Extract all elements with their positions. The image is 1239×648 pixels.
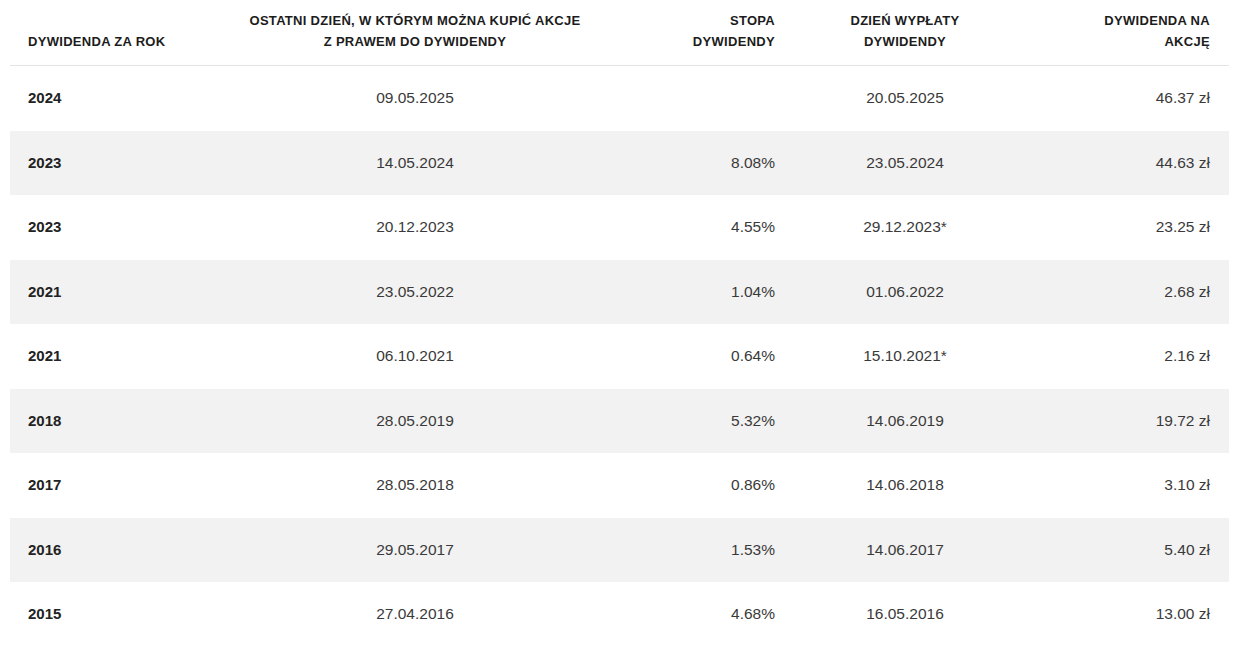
cell-payout-date: 20.05.2025 <box>800 88 1010 108</box>
cell-last-buy-date: 20.12.2023 <box>190 217 640 237</box>
cell-dividend-per-share: 2.68 zł <box>1010 282 1229 302</box>
table-row: 2024 09.05.2025 20.05.2025 46.37 zł <box>10 66 1229 131</box>
column-header-payout-date: DZIEŃ WYPŁATY DYWIDENDY <box>800 10 1010 65</box>
cell-last-buy-date: 28.05.2019 <box>190 411 640 431</box>
cell-year: 2016 <box>10 540 190 560</box>
column-header-last-buy-date: OSTATNI DZIEŃ, W KTÓRYM MOŻNA KUPIĆ AKCJ… <box>190 10 640 65</box>
cell-dividend-per-share: 44.63 zł <box>1010 153 1229 173</box>
table-row: 2023 20.12.2023 4.55% 29.12.2023* 23.25 … <box>10 195 1229 260</box>
cell-dividend-per-share: 3.10 zł <box>1010 475 1229 495</box>
cell-dividend-per-share: 23.25 zł <box>1010 217 1229 237</box>
table-row: 2021 06.10.2021 0.64% 15.10.2021* 2.16 z… <box>10 324 1229 389</box>
cell-dividend-yield: 1.04% <box>640 282 800 302</box>
cell-payout-date: 29.12.2023* <box>800 217 1010 237</box>
cell-payout-date: 15.10.2021* <box>800 346 1010 366</box>
cell-payout-date: 16.05.2016 <box>800 604 1010 624</box>
dividends-table: DYWIDENDA ZA ROK OSTATNI DZIEŃ, W KTÓRYM… <box>10 0 1229 647</box>
cell-last-buy-date: 06.10.2021 <box>190 346 640 366</box>
cell-dividend-yield: 5.32% <box>640 411 800 431</box>
cell-payout-date: 23.05.2024 <box>800 153 1010 173</box>
cell-dividend-yield: 0.86% <box>640 475 800 495</box>
cell-dividend-yield: 0.64% <box>640 346 800 366</box>
table-row: 2015 27.04.2016 4.68% 16.05.2016 13.00 z… <box>10 582 1229 647</box>
cell-dividend-yield: 4.55% <box>640 217 800 237</box>
cell-year: 2017 <box>10 475 190 495</box>
cell-dividend-per-share: 5.40 zł <box>1010 540 1229 560</box>
cell-year: 2018 <box>10 411 190 431</box>
cell-year: 2023 <box>10 217 190 237</box>
cell-payout-date: 14.06.2018 <box>800 475 1010 495</box>
table-row: 2021 23.05.2022 1.04% 01.06.2022 2.68 zł <box>10 260 1229 325</box>
column-header-dividend-year: DYWIDENDA ZA ROK <box>10 31 190 65</box>
cell-last-buy-date: 23.05.2022 <box>190 282 640 302</box>
cell-year: 2015 <box>10 604 190 624</box>
table-row: 2016 29.05.2017 1.53% 14.06.2017 5.40 zł <box>10 518 1229 583</box>
cell-year: 2021 <box>10 346 190 366</box>
cell-year: 2024 <box>10 88 190 108</box>
table-row: 2018 28.05.2019 5.32% 14.06.2019 19.72 z… <box>10 389 1229 454</box>
cell-last-buy-date: 29.05.2017 <box>190 540 640 560</box>
cell-dividend-yield: 1.53% <box>640 540 800 560</box>
table-header-row: DYWIDENDA ZA ROK OSTATNI DZIEŃ, W KTÓRYM… <box>10 0 1229 66</box>
cell-year: 2023 <box>10 153 190 173</box>
cell-dividend-yield: 8.08% <box>640 153 800 173</box>
cell-dividend-per-share: 13.00 zł <box>1010 604 1229 624</box>
dividends-page: DYWIDENDA ZA ROK OSTATNI DZIEŃ, W KTÓRYM… <box>0 0 1239 648</box>
table-row: 2023 14.05.2024 8.08% 23.05.2024 44.63 z… <box>10 131 1229 196</box>
cell-last-buy-date: 28.05.2018 <box>190 475 640 495</box>
table-row: 2017 28.05.2018 0.86% 14.06.2018 3.10 zł <box>10 453 1229 518</box>
cell-dividend-per-share: 2.16 zł <box>1010 346 1229 366</box>
cell-last-buy-date: 27.04.2016 <box>190 604 640 624</box>
cell-payout-date: 14.06.2017 <box>800 540 1010 560</box>
cell-payout-date: 14.06.2019 <box>800 411 1010 431</box>
column-header-dividend-yield: STOPA DYWIDENDY <box>640 10 800 65</box>
cell-year: 2021 <box>10 282 190 302</box>
cell-dividend-yield: 4.68% <box>640 604 800 624</box>
column-header-per-share: DYWIDENDA NA AKCJĘ <box>1010 10 1229 65</box>
cell-payout-date: 01.06.2022 <box>800 282 1010 302</box>
cell-dividend-per-share: 19.72 zł <box>1010 411 1229 431</box>
cell-last-buy-date: 09.05.2025 <box>190 88 640 108</box>
cell-last-buy-date: 14.05.2024 <box>190 153 640 173</box>
cell-dividend-per-share: 46.37 zł <box>1010 88 1229 108</box>
